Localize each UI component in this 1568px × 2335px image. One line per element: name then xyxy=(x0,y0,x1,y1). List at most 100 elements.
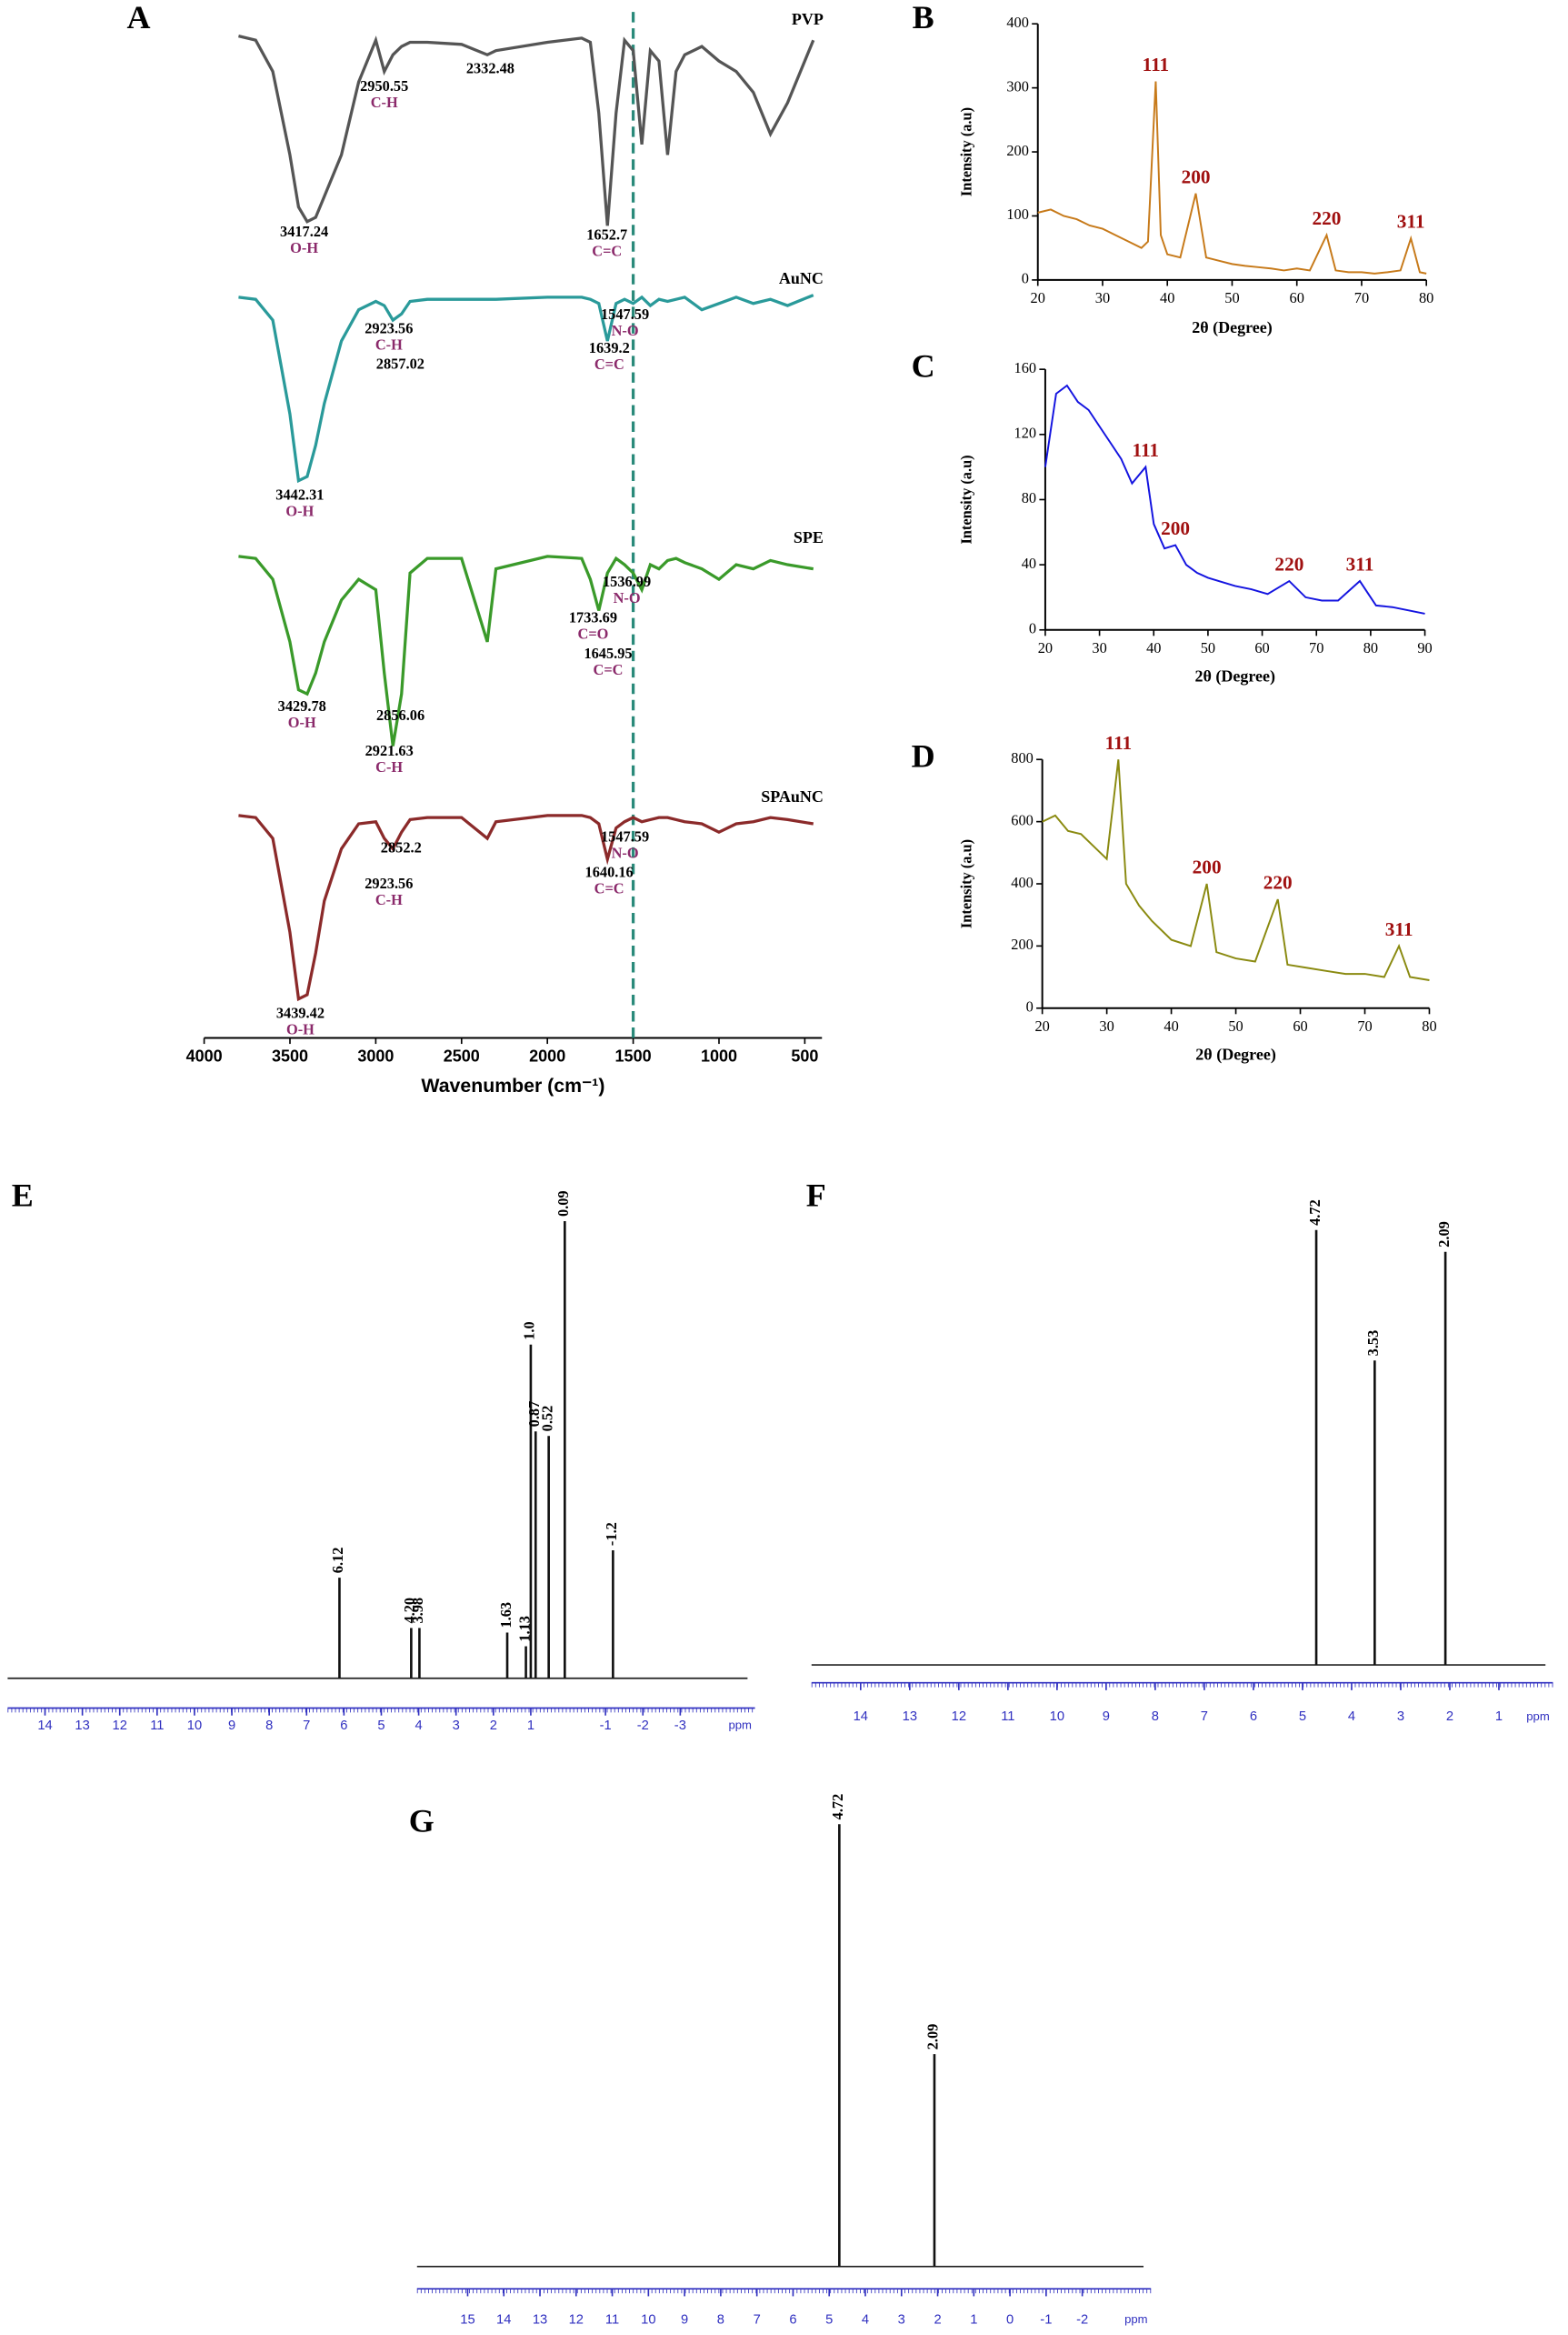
peak-label: 1.13 xyxy=(515,1616,533,1642)
x-tick-label: 80 xyxy=(1422,1017,1436,1035)
peak-label: 2857.02 xyxy=(376,356,424,373)
y-tick-label: 160 xyxy=(1014,359,1037,376)
x-tick-label: 20 xyxy=(1034,1017,1049,1035)
peak-label: 1.0 xyxy=(521,1321,538,1339)
series-line xyxy=(238,814,814,1002)
x-tick-label: -1 xyxy=(600,1719,612,1733)
y-tick-label: 120 xyxy=(1014,425,1037,442)
y-axis-label: Intensity (a.u) xyxy=(958,455,975,544)
y-tick-label: 40 xyxy=(1022,555,1036,572)
peak-group: C=C xyxy=(594,880,624,897)
x-tick-label: 70 xyxy=(1354,289,1369,306)
peak-group: N-O xyxy=(614,589,641,606)
panel-label: D xyxy=(912,738,935,775)
peak-annotation: 200 xyxy=(1193,857,1222,878)
x-tick-label: 20 xyxy=(1031,289,1045,306)
peak-annotation: 200 xyxy=(1161,517,1190,539)
x-tick-label: 40 xyxy=(1164,1017,1178,1035)
x-tick-label: 40 xyxy=(1146,639,1161,656)
peak-group: C-H xyxy=(375,336,403,353)
x-tick-label: 10 xyxy=(1050,1709,1064,1724)
peak-label: 1547.59 xyxy=(601,827,649,845)
peak-annotation: 311 xyxy=(1385,918,1413,940)
y-tick-label: 300 xyxy=(1006,77,1029,95)
peak-annotation: 220 xyxy=(1263,872,1293,894)
x-tick-label: 2 xyxy=(934,2313,941,2328)
x-tick-label: -1 xyxy=(1040,2313,1052,2328)
x-tick-label: 80 xyxy=(1419,289,1433,306)
x-tick-label: 11 xyxy=(150,1719,164,1733)
peak-annotation: 311 xyxy=(1397,211,1425,233)
x-tick-label: 3500 xyxy=(272,1047,308,1066)
x-axis-label: ppm xyxy=(1124,2312,1148,2326)
x-tick-label: 12 xyxy=(569,2313,584,2328)
x-tick-label: 6 xyxy=(789,2313,796,2328)
x-tick-label: 2 xyxy=(1446,1709,1453,1724)
peak-label: 6.12 xyxy=(329,1548,346,1574)
x-tick-label: 4 xyxy=(862,2313,869,2328)
x-tick-label: 1 xyxy=(1495,1709,1503,1724)
peak-group: C=C xyxy=(592,242,622,259)
peak-label: 4.72 xyxy=(1306,1199,1323,1226)
series-label: AuNC xyxy=(779,269,824,287)
peak-label: 0.87 xyxy=(525,1401,543,1428)
peak-group: C-H xyxy=(371,94,398,111)
x-tick-label: 1 xyxy=(527,1719,534,1733)
x-tick-label: 13 xyxy=(533,2313,547,2328)
y-axis-label: Intensity (a.u) xyxy=(958,839,975,928)
y-tick-label: 0 xyxy=(1029,620,1036,637)
x-tick-label: 4000 xyxy=(186,1047,223,1066)
x-tick-label: 6 xyxy=(1250,1709,1257,1724)
x-tick-label: 11 xyxy=(1001,1709,1014,1724)
peak-group: O-H xyxy=(285,503,314,520)
x-tick-label: 80 xyxy=(1363,639,1378,656)
x-tick-label: 6 xyxy=(340,1719,347,1733)
y-axis-label: Intensity (a.u) xyxy=(958,107,975,196)
peak-label: 4.20 xyxy=(401,1598,418,1624)
x-tick-label: 60 xyxy=(1293,1017,1307,1035)
x-tick-label: 40 xyxy=(1160,289,1174,306)
series-line xyxy=(1042,759,1430,981)
panel-label: E xyxy=(12,1178,34,1214)
x-tick-label: 30 xyxy=(1095,289,1110,306)
peak-label: 3.53 xyxy=(1364,1330,1382,1357)
x-tick-label: 3 xyxy=(453,1719,460,1733)
x-tick-label: 12 xyxy=(952,1709,966,1724)
x-tick-label: 30 xyxy=(1099,1017,1114,1035)
x-tick-label: 50 xyxy=(1228,1017,1243,1035)
panel-label: F xyxy=(806,1178,826,1214)
y-tick-label: 80 xyxy=(1022,489,1036,506)
peak-label: 4.72 xyxy=(829,1794,846,1820)
x-tick-label: -3 xyxy=(674,1719,686,1733)
x-tick-label: 5 xyxy=(377,1719,385,1733)
x-tick-label: 14 xyxy=(496,2313,511,2328)
peak-annotation: 111 xyxy=(1105,732,1133,754)
x-tick-label: 1500 xyxy=(615,1047,652,1066)
y-tick-label: 800 xyxy=(1011,749,1034,767)
peak-annotation: 200 xyxy=(1182,165,1211,187)
peak-label: 0.52 xyxy=(538,1406,555,1432)
peak-label: 1.63 xyxy=(497,1602,514,1628)
peak-annotation: 220 xyxy=(1274,554,1303,576)
peak-group: C-H xyxy=(375,891,403,908)
x-tick-label: 50 xyxy=(1224,289,1239,306)
x-axis-label: Wavenumber (cm⁻¹) xyxy=(421,1075,604,1097)
panel-label: A xyxy=(127,0,151,35)
series-label: SPE xyxy=(794,528,824,546)
peak-label: 1536.99 xyxy=(603,573,651,590)
peak-label: 2921.63 xyxy=(365,742,414,759)
peak-group: N-O xyxy=(612,844,639,861)
y-tick-label: 400 xyxy=(1011,874,1034,891)
panel-label: G xyxy=(409,1803,434,1839)
y-tick-label: 200 xyxy=(1006,142,1029,159)
peak-annotation: 111 xyxy=(1133,439,1160,461)
x-tick-label: 70 xyxy=(1309,639,1323,656)
x-tick-label: 3 xyxy=(1397,1709,1404,1724)
y-tick-label: 400 xyxy=(1006,14,1029,31)
x-tick-label: 2 xyxy=(490,1719,497,1733)
x-tick-label: 90 xyxy=(1417,639,1432,656)
x-tick-label: 14 xyxy=(37,1719,52,1733)
panel-label: B xyxy=(913,0,934,35)
y-tick-label: 200 xyxy=(1011,936,1034,953)
x-tick-label: 7 xyxy=(303,1719,310,1733)
